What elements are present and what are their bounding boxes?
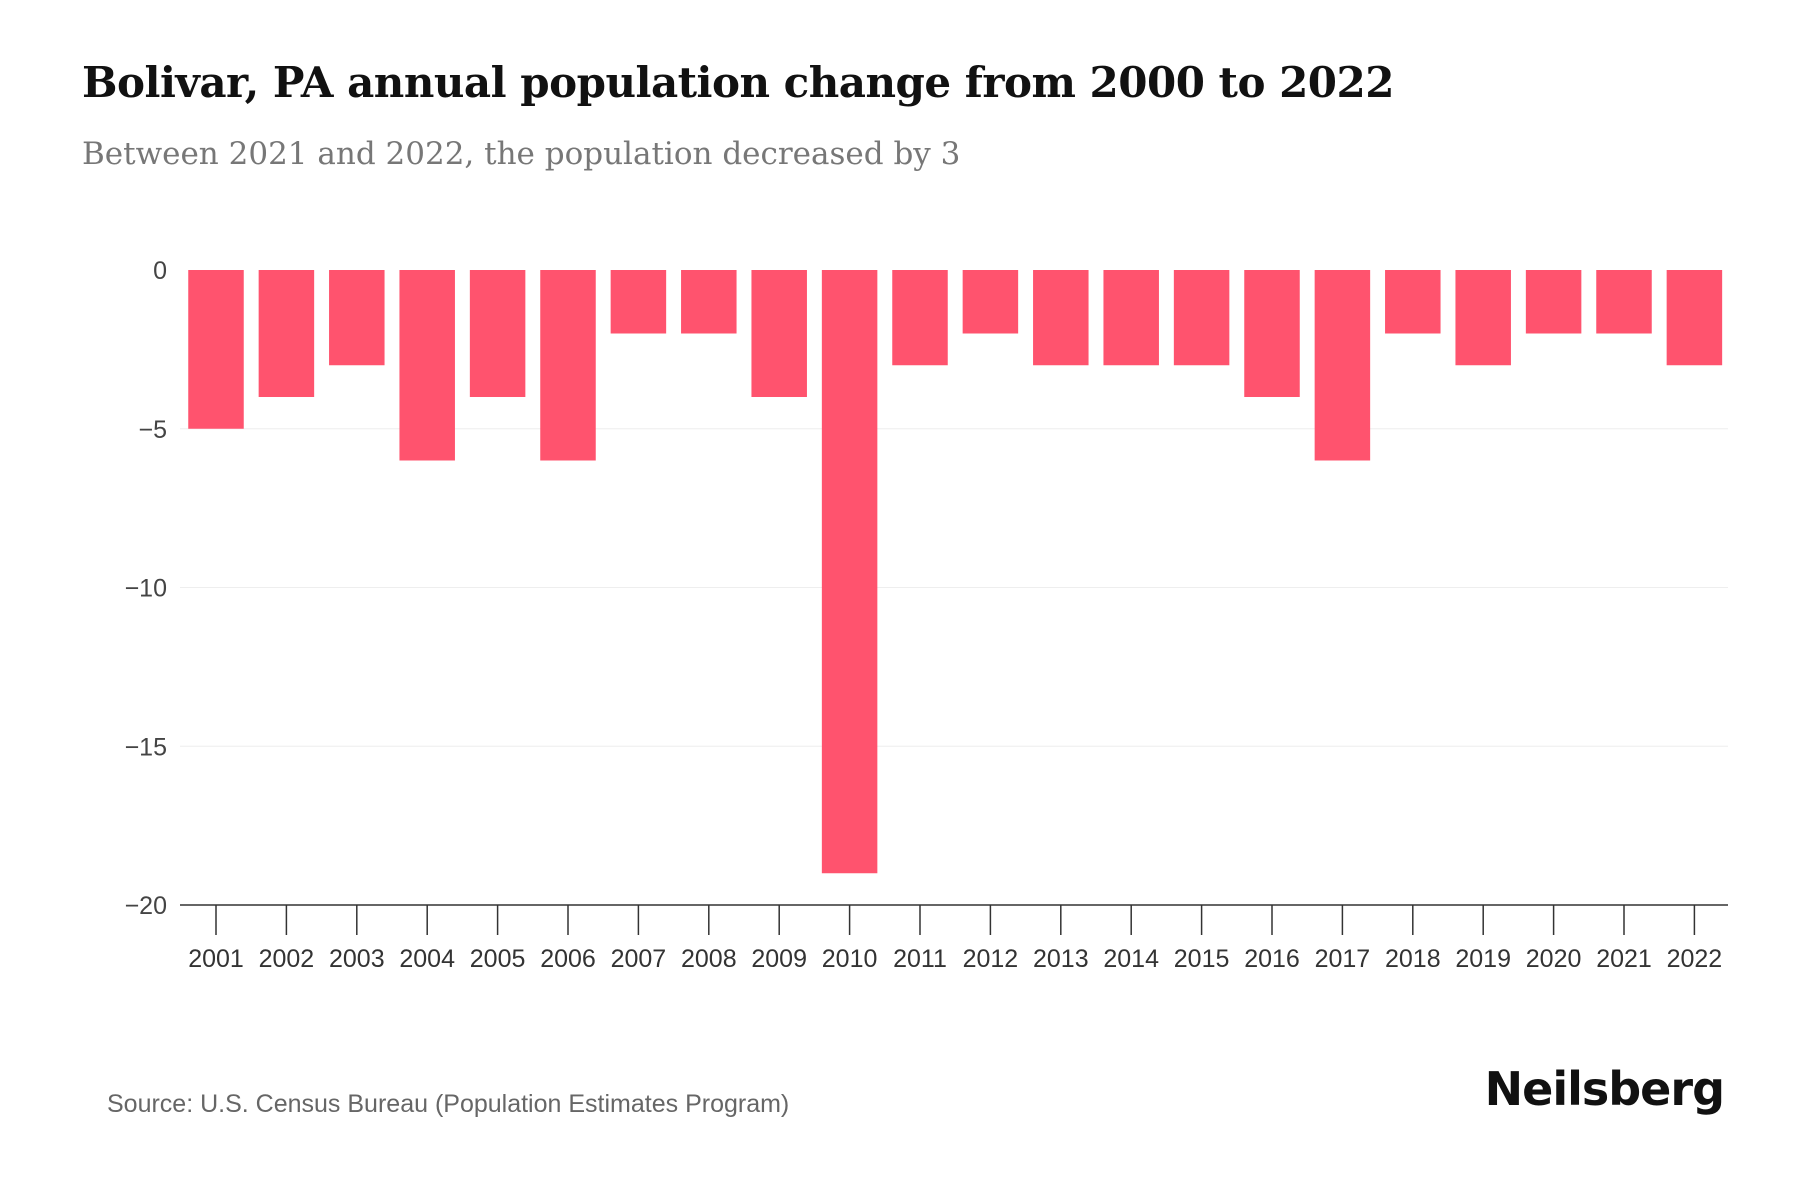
y-tick-label: −10 bbox=[125, 575, 167, 603]
y-tick-label: −20 bbox=[125, 892, 167, 920]
x-tick-label: 2015 bbox=[1174, 945, 1230, 973]
bar-2021 bbox=[1596, 270, 1652, 334]
bar-2019 bbox=[1455, 270, 1511, 366]
x-tick-label: 2010 bbox=[822, 945, 878, 973]
x-tick-label: 2014 bbox=[1103, 945, 1159, 973]
x-tick-label: 2020 bbox=[1526, 945, 1582, 973]
x-tick-label: 2002 bbox=[259, 945, 315, 973]
bar-2015 bbox=[1173, 270, 1230, 366]
bar-2018 bbox=[1385, 270, 1441, 334]
x-tick-label: 2018 bbox=[1385, 945, 1441, 973]
x-tick-label: 2021 bbox=[1596, 945, 1652, 973]
x-tick-label: 2004 bbox=[399, 945, 455, 973]
bar-2005 bbox=[469, 270, 526, 397]
x-tick-label: 2022 bbox=[1667, 945, 1723, 973]
x-tick-label: 2012 bbox=[963, 945, 1019, 973]
y-tick-label: −5 bbox=[138, 416, 167, 444]
y-tick-label: −15 bbox=[125, 733, 167, 761]
x-tick-label: 2008 bbox=[681, 945, 737, 973]
bar-2003 bbox=[329, 270, 385, 366]
bar-2010 bbox=[821, 270, 878, 874]
bar-2016 bbox=[1244, 270, 1300, 397]
bar-2009 bbox=[751, 270, 807, 397]
x-tick-label: 2016 bbox=[1244, 945, 1300, 973]
chart-title: Bolivar, PA annual population change fro… bbox=[82, 58, 1394, 107]
bar-2012 bbox=[962, 270, 1019, 334]
x-tick-label: 2019 bbox=[1455, 945, 1511, 973]
x-tick-label: 2011 bbox=[893, 945, 947, 973]
bar-2017 bbox=[1314, 270, 1371, 461]
neilsberg-logo: Neilsberg bbox=[1484, 1062, 1725, 1116]
bar-2008 bbox=[681, 270, 737, 334]
chart-subtitle: Between 2021 and 2022, the population de… bbox=[82, 136, 961, 172]
x-tick-label: 2009 bbox=[751, 945, 807, 973]
bar-2020 bbox=[1525, 270, 1582, 334]
bar-2004 bbox=[399, 270, 455, 461]
bar-2002 bbox=[258, 270, 315, 397]
bar-2011 bbox=[892, 270, 948, 366]
x-tick-label: 2006 bbox=[540, 945, 596, 973]
x-tick-label: 2001 bbox=[188, 945, 244, 973]
bar-2007 bbox=[610, 270, 667, 334]
x-tick-label: 2003 bbox=[329, 945, 385, 973]
source-note: Source: U.S. Census Bureau (Population E… bbox=[107, 1090, 790, 1118]
bar-2001 bbox=[188, 270, 244, 429]
x-tick-label: 2005 bbox=[470, 945, 526, 973]
x-tick-label: 2007 bbox=[611, 945, 667, 973]
bar-2014 bbox=[1103, 270, 1159, 366]
x-tick-label: 2017 bbox=[1315, 945, 1371, 973]
bar-2013 bbox=[1033, 270, 1089, 366]
bar-2006 bbox=[540, 270, 596, 461]
bar-2022 bbox=[1666, 270, 1723, 366]
y-tick-label: 0 bbox=[153, 257, 167, 285]
x-tick-label: 2013 bbox=[1033, 945, 1089, 973]
